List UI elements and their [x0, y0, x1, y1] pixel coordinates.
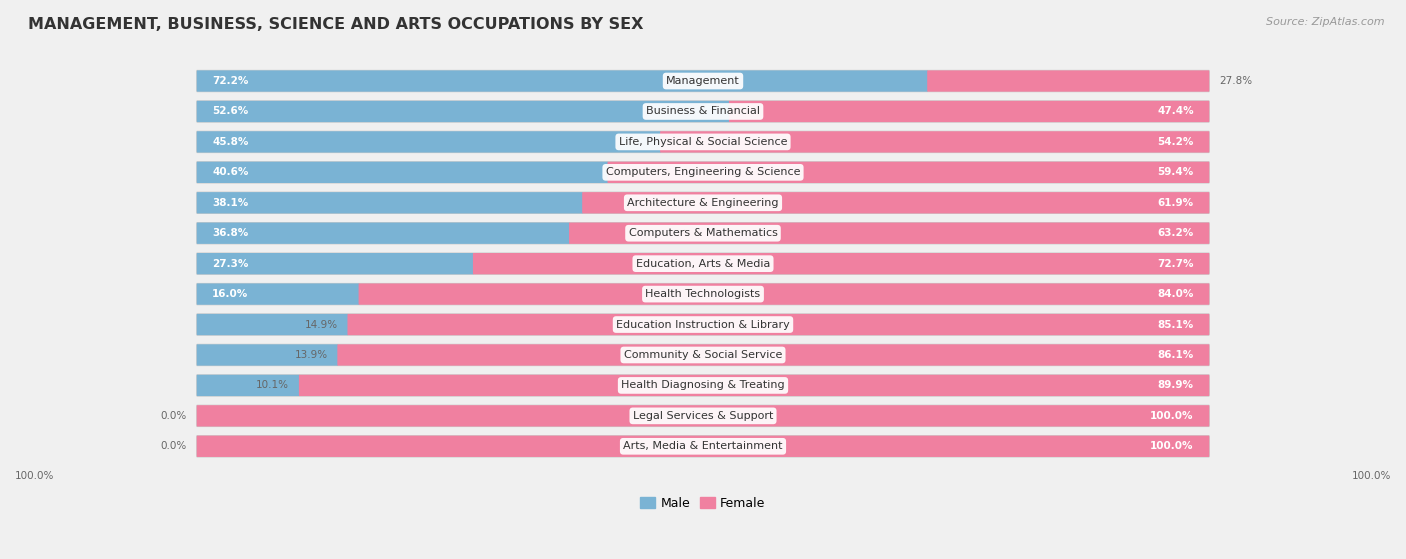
FancyBboxPatch shape — [197, 253, 474, 274]
Text: 61.9%: 61.9% — [1157, 198, 1194, 208]
FancyBboxPatch shape — [927, 70, 1209, 92]
Text: 84.0%: 84.0% — [1157, 289, 1194, 299]
Text: Computers, Engineering & Science: Computers, Engineering & Science — [606, 167, 800, 177]
FancyBboxPatch shape — [197, 405, 1209, 427]
Text: Health Technologists: Health Technologists — [645, 289, 761, 299]
FancyBboxPatch shape — [197, 70, 928, 92]
Text: 10.1%: 10.1% — [256, 381, 290, 390]
FancyBboxPatch shape — [359, 283, 1209, 305]
Text: Legal Services & Support: Legal Services & Support — [633, 411, 773, 421]
Text: MANAGEMENT, BUSINESS, SCIENCE AND ARTS OCCUPATIONS BY SEX: MANAGEMENT, BUSINESS, SCIENCE AND ARTS O… — [28, 17, 644, 32]
Text: Management: Management — [666, 76, 740, 86]
Text: 100.0%: 100.0% — [1351, 471, 1391, 481]
Text: 72.7%: 72.7% — [1157, 259, 1194, 269]
FancyBboxPatch shape — [197, 344, 339, 366]
Text: 100.0%: 100.0% — [1150, 411, 1194, 421]
Text: 86.1%: 86.1% — [1157, 350, 1194, 360]
FancyBboxPatch shape — [197, 101, 1209, 122]
FancyBboxPatch shape — [197, 162, 1209, 183]
Legend: Male, Female: Male, Female — [637, 493, 769, 514]
FancyBboxPatch shape — [197, 162, 609, 183]
Text: 36.8%: 36.8% — [212, 228, 249, 238]
FancyBboxPatch shape — [472, 253, 1209, 274]
Text: Health Diagnosing & Treating: Health Diagnosing & Treating — [621, 381, 785, 390]
FancyBboxPatch shape — [197, 222, 569, 244]
FancyBboxPatch shape — [197, 344, 1209, 366]
Text: 63.2%: 63.2% — [1157, 228, 1194, 238]
FancyBboxPatch shape — [197, 101, 730, 122]
FancyBboxPatch shape — [347, 314, 1209, 335]
FancyBboxPatch shape — [299, 375, 1209, 396]
Text: Architecture & Engineering: Architecture & Engineering — [627, 198, 779, 208]
FancyBboxPatch shape — [728, 101, 1209, 122]
Text: 40.6%: 40.6% — [212, 167, 249, 177]
Text: Community & Social Service: Community & Social Service — [624, 350, 782, 360]
Text: 54.2%: 54.2% — [1157, 137, 1194, 147]
FancyBboxPatch shape — [197, 70, 1209, 92]
Text: 59.4%: 59.4% — [1157, 167, 1194, 177]
Text: 14.9%: 14.9% — [305, 320, 337, 330]
Text: 100.0%: 100.0% — [15, 471, 55, 481]
Text: 89.9%: 89.9% — [1157, 381, 1194, 390]
FancyBboxPatch shape — [197, 192, 583, 214]
FancyBboxPatch shape — [197, 222, 1209, 244]
Text: Business & Financial: Business & Financial — [645, 106, 761, 116]
FancyBboxPatch shape — [197, 131, 1209, 153]
FancyBboxPatch shape — [197, 375, 299, 396]
Text: 13.9%: 13.9% — [294, 350, 328, 360]
Text: Life, Physical & Social Science: Life, Physical & Social Science — [619, 137, 787, 147]
Text: Source: ZipAtlas.com: Source: ZipAtlas.com — [1267, 17, 1385, 27]
FancyBboxPatch shape — [607, 162, 1209, 183]
Text: 85.1%: 85.1% — [1157, 320, 1194, 330]
FancyBboxPatch shape — [197, 253, 1209, 274]
Text: 52.6%: 52.6% — [212, 106, 249, 116]
FancyBboxPatch shape — [197, 314, 1209, 335]
Text: 100.0%: 100.0% — [1150, 441, 1194, 451]
FancyBboxPatch shape — [659, 131, 1209, 153]
Text: Arts, Media & Entertainment: Arts, Media & Entertainment — [623, 441, 783, 451]
FancyBboxPatch shape — [197, 435, 1209, 457]
Text: Education Instruction & Library: Education Instruction & Library — [616, 320, 790, 330]
Text: 27.8%: 27.8% — [1219, 76, 1253, 86]
FancyBboxPatch shape — [197, 435, 1209, 457]
FancyBboxPatch shape — [197, 283, 1209, 305]
FancyBboxPatch shape — [197, 405, 1209, 427]
Text: 0.0%: 0.0% — [160, 411, 187, 421]
Text: 47.4%: 47.4% — [1157, 106, 1194, 116]
FancyBboxPatch shape — [197, 131, 661, 153]
Text: 0.0%: 0.0% — [160, 441, 187, 451]
FancyBboxPatch shape — [197, 192, 1209, 214]
FancyBboxPatch shape — [569, 222, 1209, 244]
Text: 27.3%: 27.3% — [212, 259, 249, 269]
FancyBboxPatch shape — [337, 344, 1209, 366]
Text: 72.2%: 72.2% — [212, 76, 249, 86]
FancyBboxPatch shape — [197, 283, 360, 305]
Text: Education, Arts & Media: Education, Arts & Media — [636, 259, 770, 269]
Text: 38.1%: 38.1% — [212, 198, 249, 208]
Text: 45.8%: 45.8% — [212, 137, 249, 147]
Text: Computers & Mathematics: Computers & Mathematics — [628, 228, 778, 238]
Text: 16.0%: 16.0% — [212, 289, 249, 299]
FancyBboxPatch shape — [197, 375, 1209, 396]
FancyBboxPatch shape — [582, 192, 1209, 214]
FancyBboxPatch shape — [197, 314, 349, 335]
